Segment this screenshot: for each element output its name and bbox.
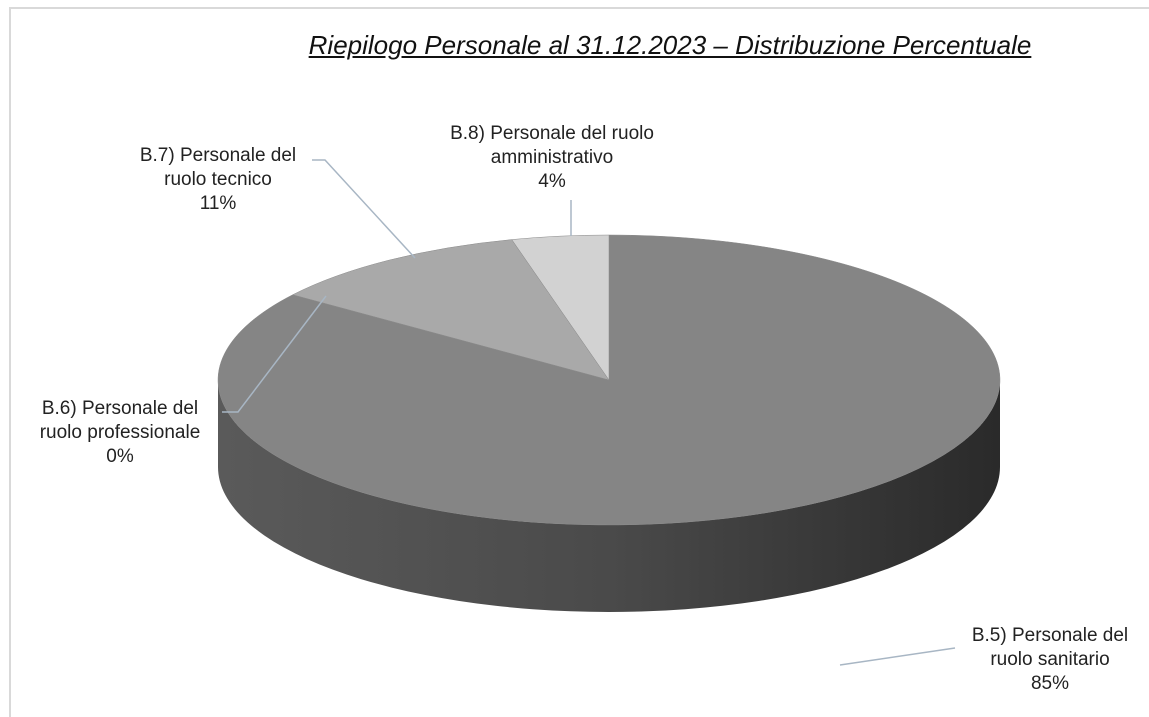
chart-title: Riepilogo Personale al 31.12.2023 – Dist… [308, 30, 1032, 60]
value-label: 11% [199, 193, 237, 214]
pie [217, 234, 1001, 612]
category-label: B.8) Personale del ruolo amministrativo [450, 123, 654, 168]
category-label: B.5) Personale del ruolo sanitario [971, 625, 1129, 670]
category-label: B.6) Personale del ruolo professionale [39, 398, 201, 443]
category-label: B.7) Personale del ruolo tecnico [139, 145, 297, 190]
chart-frame [9, 7, 1149, 717]
pie-side [218, 380, 1000, 612]
pie-slice [511, 234, 610, 381]
value-label: 85% [1030, 673, 1070, 694]
data-label: B.7) Personale del ruolo tecnico 11% [118, 144, 318, 216]
pie-slice [291, 239, 610, 381]
data-label: B.5) Personale del ruolo sanitario 85% [950, 624, 1149, 696]
data-label: B.8) Personale del ruolo amministrativo 4… [446, 122, 658, 194]
leader-line [312, 159, 416, 259]
leader-line [222, 295, 327, 413]
value-label: 0% [106, 446, 134, 467]
data-label: B.6) Personale del ruolo professionale 0% [20, 397, 220, 469]
leader-lines [222, 159, 956, 666]
leader-line [839, 647, 956, 666]
value-label: 4% [538, 171, 566, 192]
